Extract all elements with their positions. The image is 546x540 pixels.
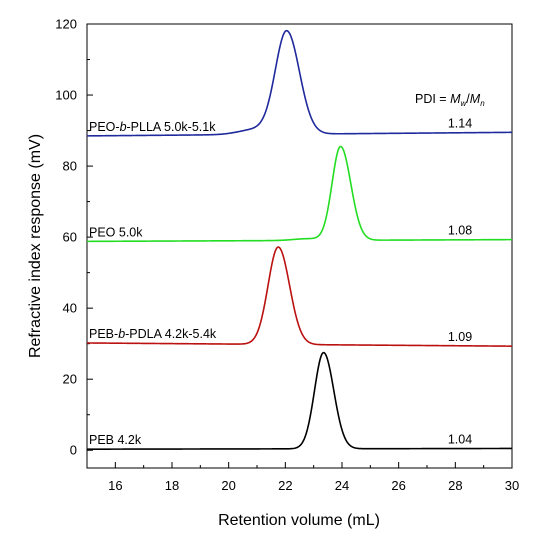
y-tick-label: 0: [70, 443, 77, 458]
x-tick-label: 18: [165, 478, 179, 493]
x-tick-label: 24: [335, 478, 349, 493]
x-axis-title: Retention volume (mL): [218, 512, 380, 529]
series-line-2: [87, 145, 512, 243]
series-label-4: PEB 4.2k: [89, 433, 142, 447]
y-tick-label: 20: [63, 372, 77, 387]
pdi-value-2: 1.08: [448, 224, 472, 238]
pdi-value-4: 1.04: [448, 432, 472, 446]
x-tick-label: 26: [391, 478, 405, 493]
x-tick-label: 28: [448, 478, 462, 493]
series-labels: PEO-b-PLLA 5.0k-5.1k 1.14 PEO 5.0k 1.08 PEB-…: [89, 116, 472, 447]
series-line-3: [87, 246, 513, 347]
series-label-3: PEB-b-PDLA 4.2k-5.4k: [89, 327, 217, 341]
series-label-1: PEO-b-PLLA 5.0k-5.1k: [89, 120, 216, 134]
x-tick-label: 20: [221, 478, 235, 493]
y-tick-label: 40: [63, 301, 77, 316]
plot-frame: [86, 23, 513, 469]
x-tick-label: 22: [278, 478, 292, 493]
y-tick-label: 80: [63, 159, 77, 174]
y-tick-label: 120: [55, 17, 77, 32]
axis-ticks: 16 18 20 22 24 26 28 30 0 20 40 60 80 100 120: [55, 17, 519, 494]
x-tick-label: 16: [108, 478, 122, 493]
pdi-value-3: 1.09: [448, 330, 472, 344]
series-line-1: [86, 29, 512, 137]
pdi-value-1: 1.14: [448, 116, 472, 130]
y-axis-title: Refractive index response (mV): [27, 134, 44, 358]
series-curves: [86, 29, 513, 450]
series-label-2: PEO 5.0k: [89, 225, 143, 239]
y-tick-label: 60: [63, 230, 77, 245]
series-line-4: [87, 351, 513, 450]
y-tick-label: 100: [55, 88, 77, 103]
x-tick-label: 30: [505, 478, 519, 493]
pdi-annotation: PDI = Mw/Mn: [415, 92, 485, 108]
